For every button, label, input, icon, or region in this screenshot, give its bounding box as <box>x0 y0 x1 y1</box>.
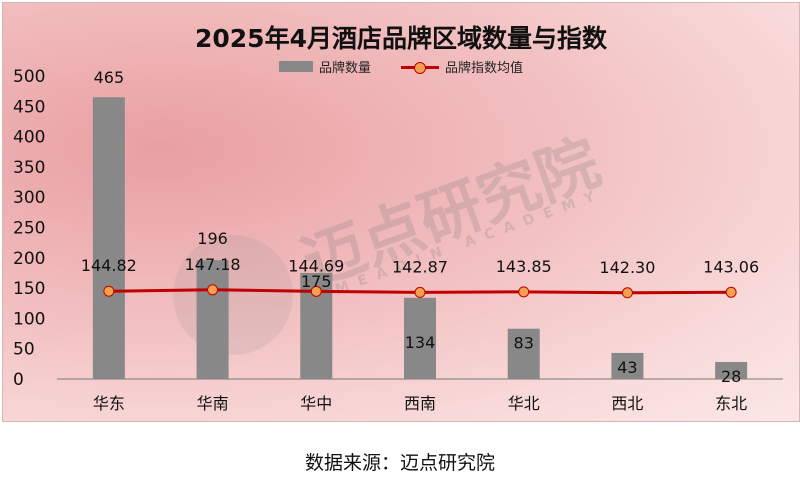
line-data-label: 143.06 <box>703 257 759 276</box>
legend-line-swatch-icon <box>401 61 439 74</box>
line-point <box>103 285 115 297</box>
bar-data-label: 175 <box>301 272 332 291</box>
x-category-label: 华中 <box>300 394 332 413</box>
bar-data-label: 83 <box>514 334 534 353</box>
line-data-label: 142.30 <box>599 258 655 277</box>
y-tick-label: 400 <box>13 128 45 148</box>
y-tick-label: 100 <box>13 309 45 329</box>
x-category-label: 西南 <box>404 394 436 413</box>
bar <box>404 297 436 379</box>
line-point <box>310 285 322 297</box>
line-point <box>414 286 426 298</box>
chart-plot: 0 50 100 150 200 250 300 350 400 450 500 华东 华南 华中 西南 华北… <box>13 67 783 413</box>
line-data-label: 144.82 <box>81 256 137 275</box>
y-tick-label: 50 <box>13 340 35 360</box>
bar <box>507 328 540 379</box>
y-tick-label: 250 <box>13 219 45 239</box>
line-data-label: 144.69 <box>288 256 344 275</box>
y-tick-label: 300 <box>13 188 45 208</box>
watermark-logo-icon <box>173 235 293 355</box>
line-data-label: 142.87 <box>392 257 448 276</box>
y-tick-label: 200 <box>13 249 45 269</box>
legend-bar-label: 品牌数量 <box>318 61 371 76</box>
bar <box>196 260 229 379</box>
y-tick-label: 500 <box>13 67 45 87</box>
y-tick-label: 0 <box>13 370 24 390</box>
y-tick-label: 350 <box>13 158 45 178</box>
line-point <box>518 286 530 298</box>
bar-data-label: 134 <box>405 333 436 352</box>
legend-line-label: 品牌指数均值 <box>445 61 524 76</box>
line-point <box>621 287 633 299</box>
chart-legend: 品牌数量 品牌指数均值 <box>3 57 799 76</box>
x-category-label: 华东 <box>93 394 125 413</box>
y-tick-label: 450 <box>13 97 45 117</box>
bar <box>92 97 125 380</box>
line-data-label: 147.18 <box>185 255 241 274</box>
bar-data-label: 43 <box>617 358 637 377</box>
legend-item-line: 品牌指数均值 <box>401 57 523 76</box>
x-category-label: 西北 <box>611 394 643 413</box>
bar-data-label: 28 <box>721 367 741 386</box>
legend-bar-swatch-icon <box>278 61 313 72</box>
line-point <box>207 284 219 296</box>
line-data-label: 143.85 <box>496 257 552 276</box>
chart-title: 2025年4月酒店品牌区域数量与指数 <box>195 24 607 53</box>
x-category-label: 华南 <box>197 394 229 413</box>
chart-card: 迈点研究院 MEADIN ACADEMY 0 50 100 150 200 250 300 3… <box>2 2 800 422</box>
bar-data-label: 196 <box>197 229 228 248</box>
source-note: 数据来源：迈点研究院 <box>304 452 495 474</box>
x-category-label: 华北 <box>508 394 540 413</box>
x-category-label: 东北 <box>715 394 747 413</box>
y-tick-label: 150 <box>13 279 45 299</box>
legend-item-bar: 品牌数量 <box>278 57 371 76</box>
line-point <box>725 286 737 298</box>
bar-data-label: 465 <box>94 68 125 87</box>
bar <box>715 362 748 379</box>
bar <box>611 352 644 379</box>
